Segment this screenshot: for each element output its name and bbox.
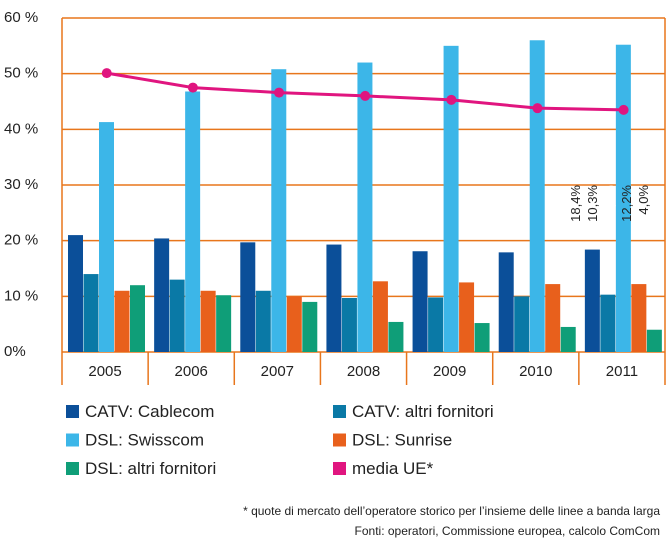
bar [185,91,201,352]
value-label: 4,0% [636,185,651,215]
legend-swatch [66,462,79,475]
x-tick-label: 2011 [606,363,638,380]
bar [631,284,647,352]
line-point [101,68,112,79]
bar [255,290,271,352]
line-point [274,87,285,98]
bar [99,122,114,352]
y-tick-label: 50 % [4,65,38,82]
line-point [618,104,629,115]
bar [114,290,130,352]
x-tick-label: 2009 [433,363,466,380]
line-point [360,90,371,101]
x-tick-label: 2008 [347,363,380,380]
bar [459,282,475,352]
bar [286,296,302,352]
line-point [532,103,543,114]
footnote: * quote di mercato dell’operatore storic… [243,504,660,518]
y-tick-label: 40 % [4,120,38,137]
bar [271,69,287,353]
bar [341,298,357,352]
value-label: 10,3% [585,185,600,222]
bar [545,284,561,352]
bar [240,242,256,352]
y-tick-label: 10 % [4,287,38,304]
bar [68,235,83,352]
bar [326,244,342,352]
bar [412,251,428,352]
bar [615,44,631,352]
bar [560,326,576,352]
bar [388,321,404,352]
y-tick-label: 20 % [4,232,38,249]
legend-label: DSL: altri fornitori [85,459,216,478]
legend-swatch [333,405,346,418]
legend-label: DSL: Sunrise [352,430,452,449]
bar [357,62,373,353]
bar [474,323,490,352]
line-point [446,94,457,105]
bar [83,274,99,352]
bar [514,296,530,352]
bar [200,290,216,352]
bar [428,297,444,352]
y-tick-label: 60 % [4,9,38,26]
y-tick-label: 0% [4,343,26,360]
x-tick-label: 2010 [519,363,552,380]
bar [372,281,388,352]
bar [443,45,459,352]
bar [584,249,600,352]
bar [169,279,185,352]
footnote: Fonti: operatori, Commissione europea, c… [355,524,660,538]
legend-label: CATV: altri fornitori [352,402,494,421]
bar [302,301,318,352]
bar [646,329,662,352]
value-label: 18,4% [568,185,583,222]
bar [154,238,170,352]
bar [216,295,232,352]
legend-label: DSL: Swisscom [85,430,204,449]
x-tick-label: 2006 [175,363,208,380]
legend-swatch [333,433,346,447]
bar [498,252,514,352]
value-label: 12,2% [619,185,634,222]
x-tick-label: 2007 [261,363,294,380]
y-tick-label: 30 % [4,176,38,193]
x-tick-label: 2005 [88,363,121,380]
bar [600,294,616,352]
legend-swatch [333,462,346,475]
line-point [187,82,198,93]
legend-label: media UE* [352,459,434,478]
legend-swatch [66,405,79,418]
legend-label: CATV: Cablecom [85,402,214,421]
value-label: 55,2% [602,185,617,222]
bar [529,40,545,353]
legend-swatch [66,433,79,447]
bar [130,285,145,352]
